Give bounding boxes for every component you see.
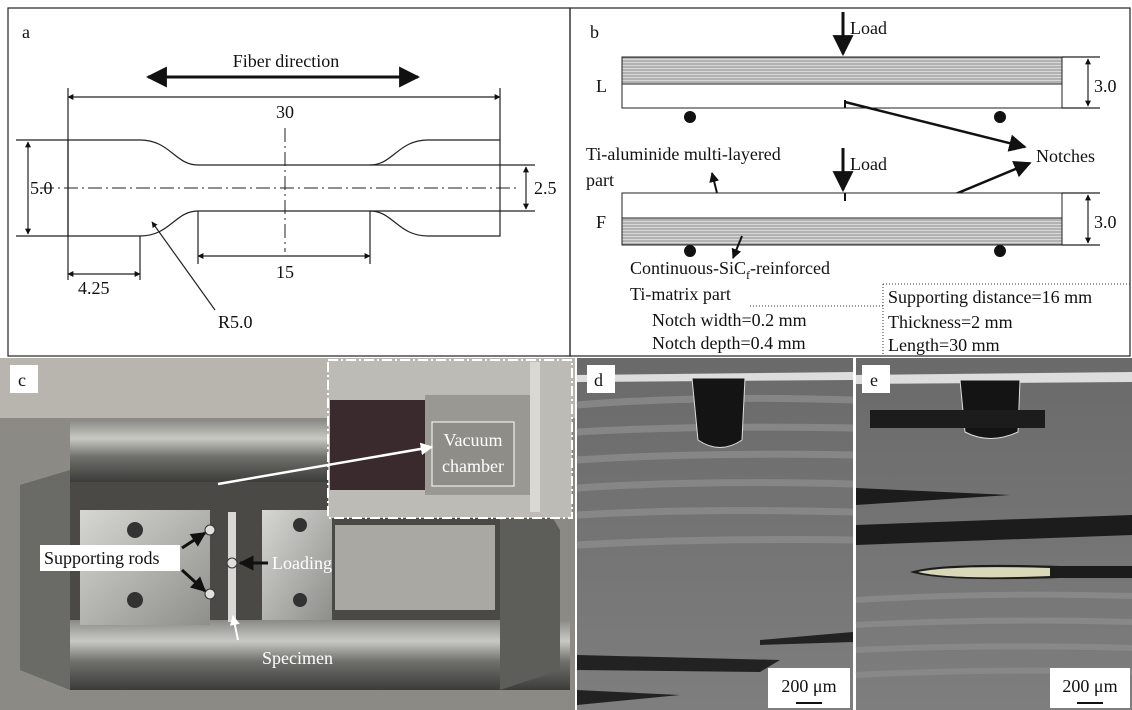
loading-shaft [335, 525, 495, 610]
annotation: part [586, 170, 614, 190]
scale-bar-label: 200 μm [1062, 676, 1117, 696]
support [684, 245, 696, 257]
bolt [127, 522, 143, 538]
bolt [127, 592, 143, 608]
load-label: Load [850, 154, 887, 174]
dim-label: 5.0 [30, 178, 53, 198]
inset-region [330, 400, 430, 490]
panel-label: d [594, 370, 603, 390]
dim-label: 3.0 [1094, 76, 1117, 96]
figure: a Fiber direction 30 5.0 2.5 15 4.25 R5.… [0, 0, 1132, 710]
panel-d: d 200 μm [577, 358, 853, 710]
end-block [500, 505, 560, 690]
panel-b: b Load L 3.0 Notches Ti-aluminide multi-… [586, 12, 1130, 356]
support [994, 111, 1006, 123]
notch-depth: Notch depth=0.4 mm [652, 333, 806, 353]
panel-e: e 200 μm [856, 358, 1132, 710]
panel-label: e [870, 370, 878, 390]
length: Length=30 mm [888, 335, 1000, 355]
panel-label: c [18, 370, 26, 390]
supporting-distance: Supporting distance=16 mm [888, 287, 1092, 307]
rod [227, 558, 237, 568]
dim-label: 15 [276, 262, 294, 282]
bolt [293, 518, 307, 532]
bolt [293, 593, 307, 607]
scale-bar-label: 200 μm [781, 676, 836, 696]
row-label: L [596, 76, 607, 96]
panel-label: b [590, 22, 599, 42]
end-block [20, 470, 70, 690]
annotation: Loading [272, 553, 332, 573]
panel-c: Vacuum chamber c Supporting rods Loading… [0, 358, 575, 710]
dim-label: 4.25 [78, 278, 110, 298]
dim-label: 2.5 [534, 178, 557, 198]
notch-width: Notch width=0.2 mm [652, 310, 807, 330]
matrix-part [622, 193, 1062, 218]
panel-label: a [22, 22, 30, 42]
annotation: chamber [442, 456, 504, 476]
matrix-part [622, 84, 1062, 108]
layered-part [622, 218, 1062, 245]
annotation: Ti-aluminide multi-layered [586, 144, 781, 164]
annotation: Specimen [262, 648, 333, 668]
annotation: Supporting rods [44, 548, 160, 568]
panel-a: a Fiber direction 30 5.0 2.5 15 4.25 R5.… [16, 22, 557, 332]
notch-arrow [845, 102, 1025, 147]
fiber [870, 410, 1045, 428]
annotation: Continuous-SiCf-reinforced [630, 258, 830, 282]
rod [205, 589, 215, 599]
fiber-direction: Fiber direction [233, 51, 339, 71]
layered-part [622, 57, 1062, 84]
support [684, 111, 696, 123]
dim-label: 3.0 [1094, 212, 1117, 232]
rod [205, 525, 215, 535]
support [994, 245, 1006, 257]
notch [960, 380, 1020, 439]
dim-label: R5.0 [218, 312, 253, 332]
radius-arrow [152, 222, 215, 310]
load-label: Load [850, 18, 887, 38]
inset-region [530, 362, 540, 512]
annotation: Ti-matrix part [630, 284, 731, 304]
thickness: Thickness=2 mm [888, 312, 1013, 332]
dim-label: 30 [276, 102, 294, 122]
row-label: F [596, 212, 606, 232]
notches-label: Notches [1036, 146, 1095, 166]
notch [692, 378, 745, 448]
annotation: Vacuum [444, 430, 503, 450]
